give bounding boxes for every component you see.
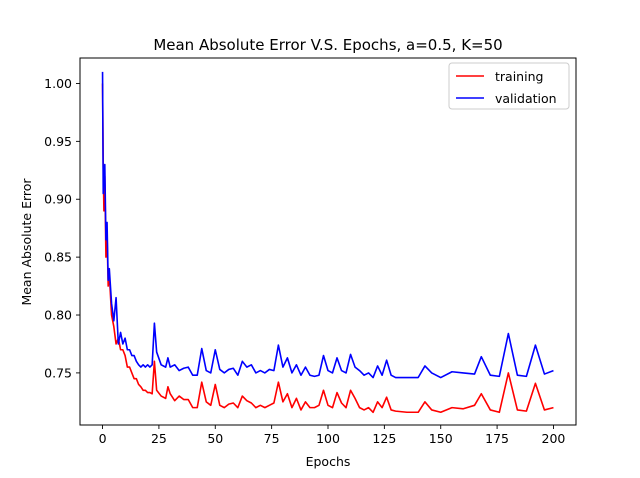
x-tick-label: 25 [151,431,167,446]
y-tick-label: 1.00 [44,76,72,91]
y-tick-label: 0.80 [44,308,72,323]
legend-label-validation: validation [495,91,557,106]
x-tick-label: 125 [372,431,396,446]
y-tick-label: 0.95 [44,134,72,149]
y-tick-label: 0.75 [44,365,72,380]
x-axis-title: Epochs [306,454,351,469]
y-axis: 0.75 0.80 0.85 0.90 0.95 1.00 [44,76,80,380]
y-axis-title: Mean Absolute Error [19,178,34,306]
series-line-training [101,83,554,414]
y-tick-label: 0.90 [44,192,72,207]
series-group [101,71,554,414]
series-line-validation [101,71,554,379]
x-tick-label: 175 [485,431,509,446]
chart-title: Mean Absolute Error V.S. Epochs, a=0.5, … [153,36,502,54]
x-tick-label: 0 [99,431,107,446]
x-tick-label: 200 [542,431,566,446]
x-tick-label: 75 [264,431,280,446]
x-tick-label: 150 [429,431,453,446]
x-tick-label: 100 [316,431,340,446]
y-tick-label: 0.85 [44,250,72,265]
x-tick-label: 50 [207,431,223,446]
legend-label-training: training [495,69,543,84]
legend: training validation [448,62,570,110]
x-axis: 0 25 50 75 100 125 150 175 200 [99,425,566,446]
